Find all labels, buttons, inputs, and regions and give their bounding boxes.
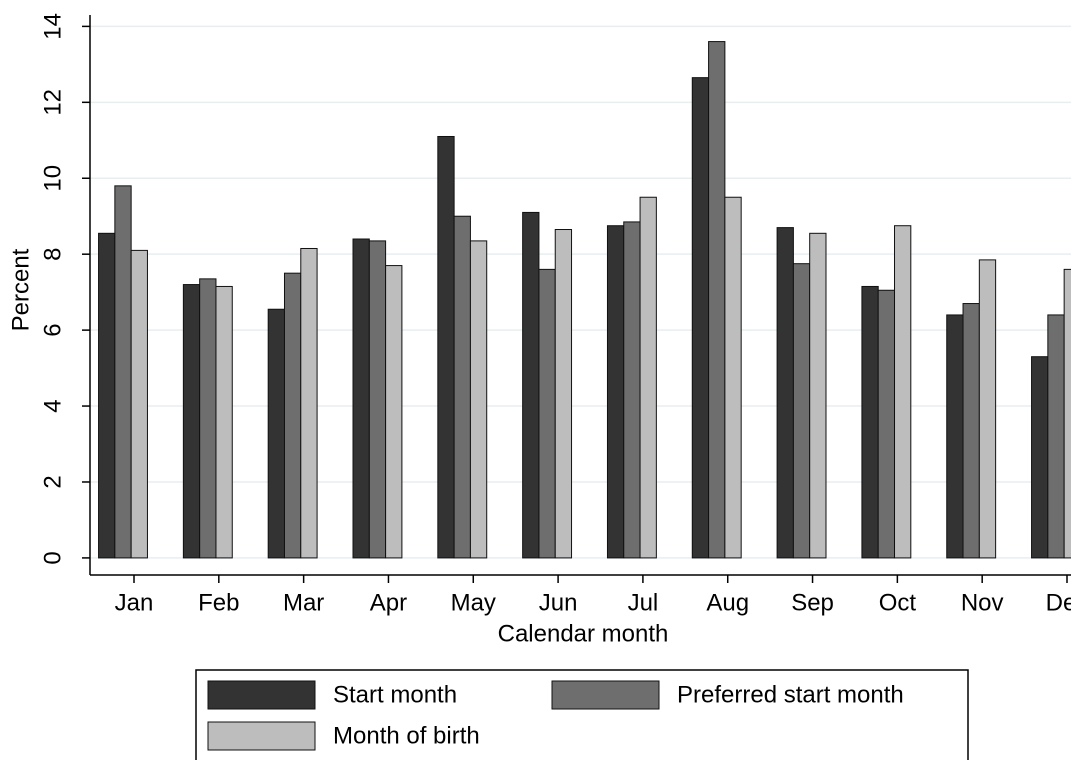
bar: [98, 232, 116, 559]
y-tick-label: 6: [39, 323, 66, 336]
x-tick-label: May: [451, 589, 496, 616]
legend-swatch: [551, 680, 660, 710]
bar: [130, 249, 148, 559]
bar: [724, 196, 742, 559]
x-tick-label: Sep: [791, 589, 834, 616]
y-tick-label: 0: [39, 551, 66, 564]
bar: [300, 247, 318, 559]
bar: [267, 308, 285, 559]
x-tick-label: Jan: [115, 589, 154, 616]
bar: [1047, 314, 1065, 559]
y-tick-label: 10: [39, 165, 66, 192]
y-tick-label: 2: [39, 475, 66, 488]
x-tick-label: Aug: [706, 589, 749, 616]
bar: [1063, 268, 1071, 559]
legend-label: Month of birth: [333, 722, 480, 749]
bar: [215, 285, 233, 559]
bar: [283, 272, 302, 559]
bar: [437, 135, 455, 559]
legend-swatch: [207, 721, 316, 751]
bar: [792, 263, 811, 559]
bar: [894, 225, 912, 559]
bar: [522, 211, 540, 559]
legend-swatch: [207, 680, 316, 710]
bar: [606, 225, 625, 559]
x-tick-label: Mar: [283, 589, 324, 616]
x-tick-label: Jul: [628, 589, 659, 616]
x-tick-label: Feb: [198, 589, 239, 616]
x-tick-label: Nov: [961, 589, 1004, 616]
bar: [861, 285, 879, 559]
y-tick-label: 14: [39, 13, 66, 40]
bar: [554, 229, 573, 559]
y-tick-label: 4: [39, 399, 66, 412]
bar: [776, 227, 794, 559]
x-tick-label: Apr: [370, 589, 407, 616]
bar: [962, 303, 980, 559]
bar: [978, 259, 997, 559]
x-tick-label: Jun: [539, 589, 578, 616]
bar: [368, 240, 387, 559]
bar: [469, 240, 488, 559]
bar: [538, 268, 556, 559]
x-tick-label: Oct: [879, 589, 917, 616]
legend-label: Start month: [333, 681, 457, 708]
y-tick-label: 8: [39, 248, 66, 261]
x-axis-title: Calendar month: [498, 620, 669, 647]
y-tick-label: 12: [39, 89, 66, 116]
bar: [114, 185, 132, 559]
x-tick-label: Dec: [1046, 589, 1071, 616]
bar: [708, 41, 726, 559]
bar: [639, 196, 657, 559]
bar: [182, 284, 201, 559]
bar: [623, 221, 641, 559]
y-axis-title: Percent: [7, 248, 34, 331]
bar: [385, 265, 403, 559]
bar: [453, 215, 471, 559]
bar: [877, 289, 896, 559]
legend-label: Preferred start month: [677, 681, 904, 708]
bar: [352, 238, 370, 559]
bar: [1031, 356, 1049, 559]
bar: [199, 278, 217, 559]
bar: [809, 232, 827, 559]
bar: [946, 314, 964, 559]
bar: [691, 77, 710, 559]
